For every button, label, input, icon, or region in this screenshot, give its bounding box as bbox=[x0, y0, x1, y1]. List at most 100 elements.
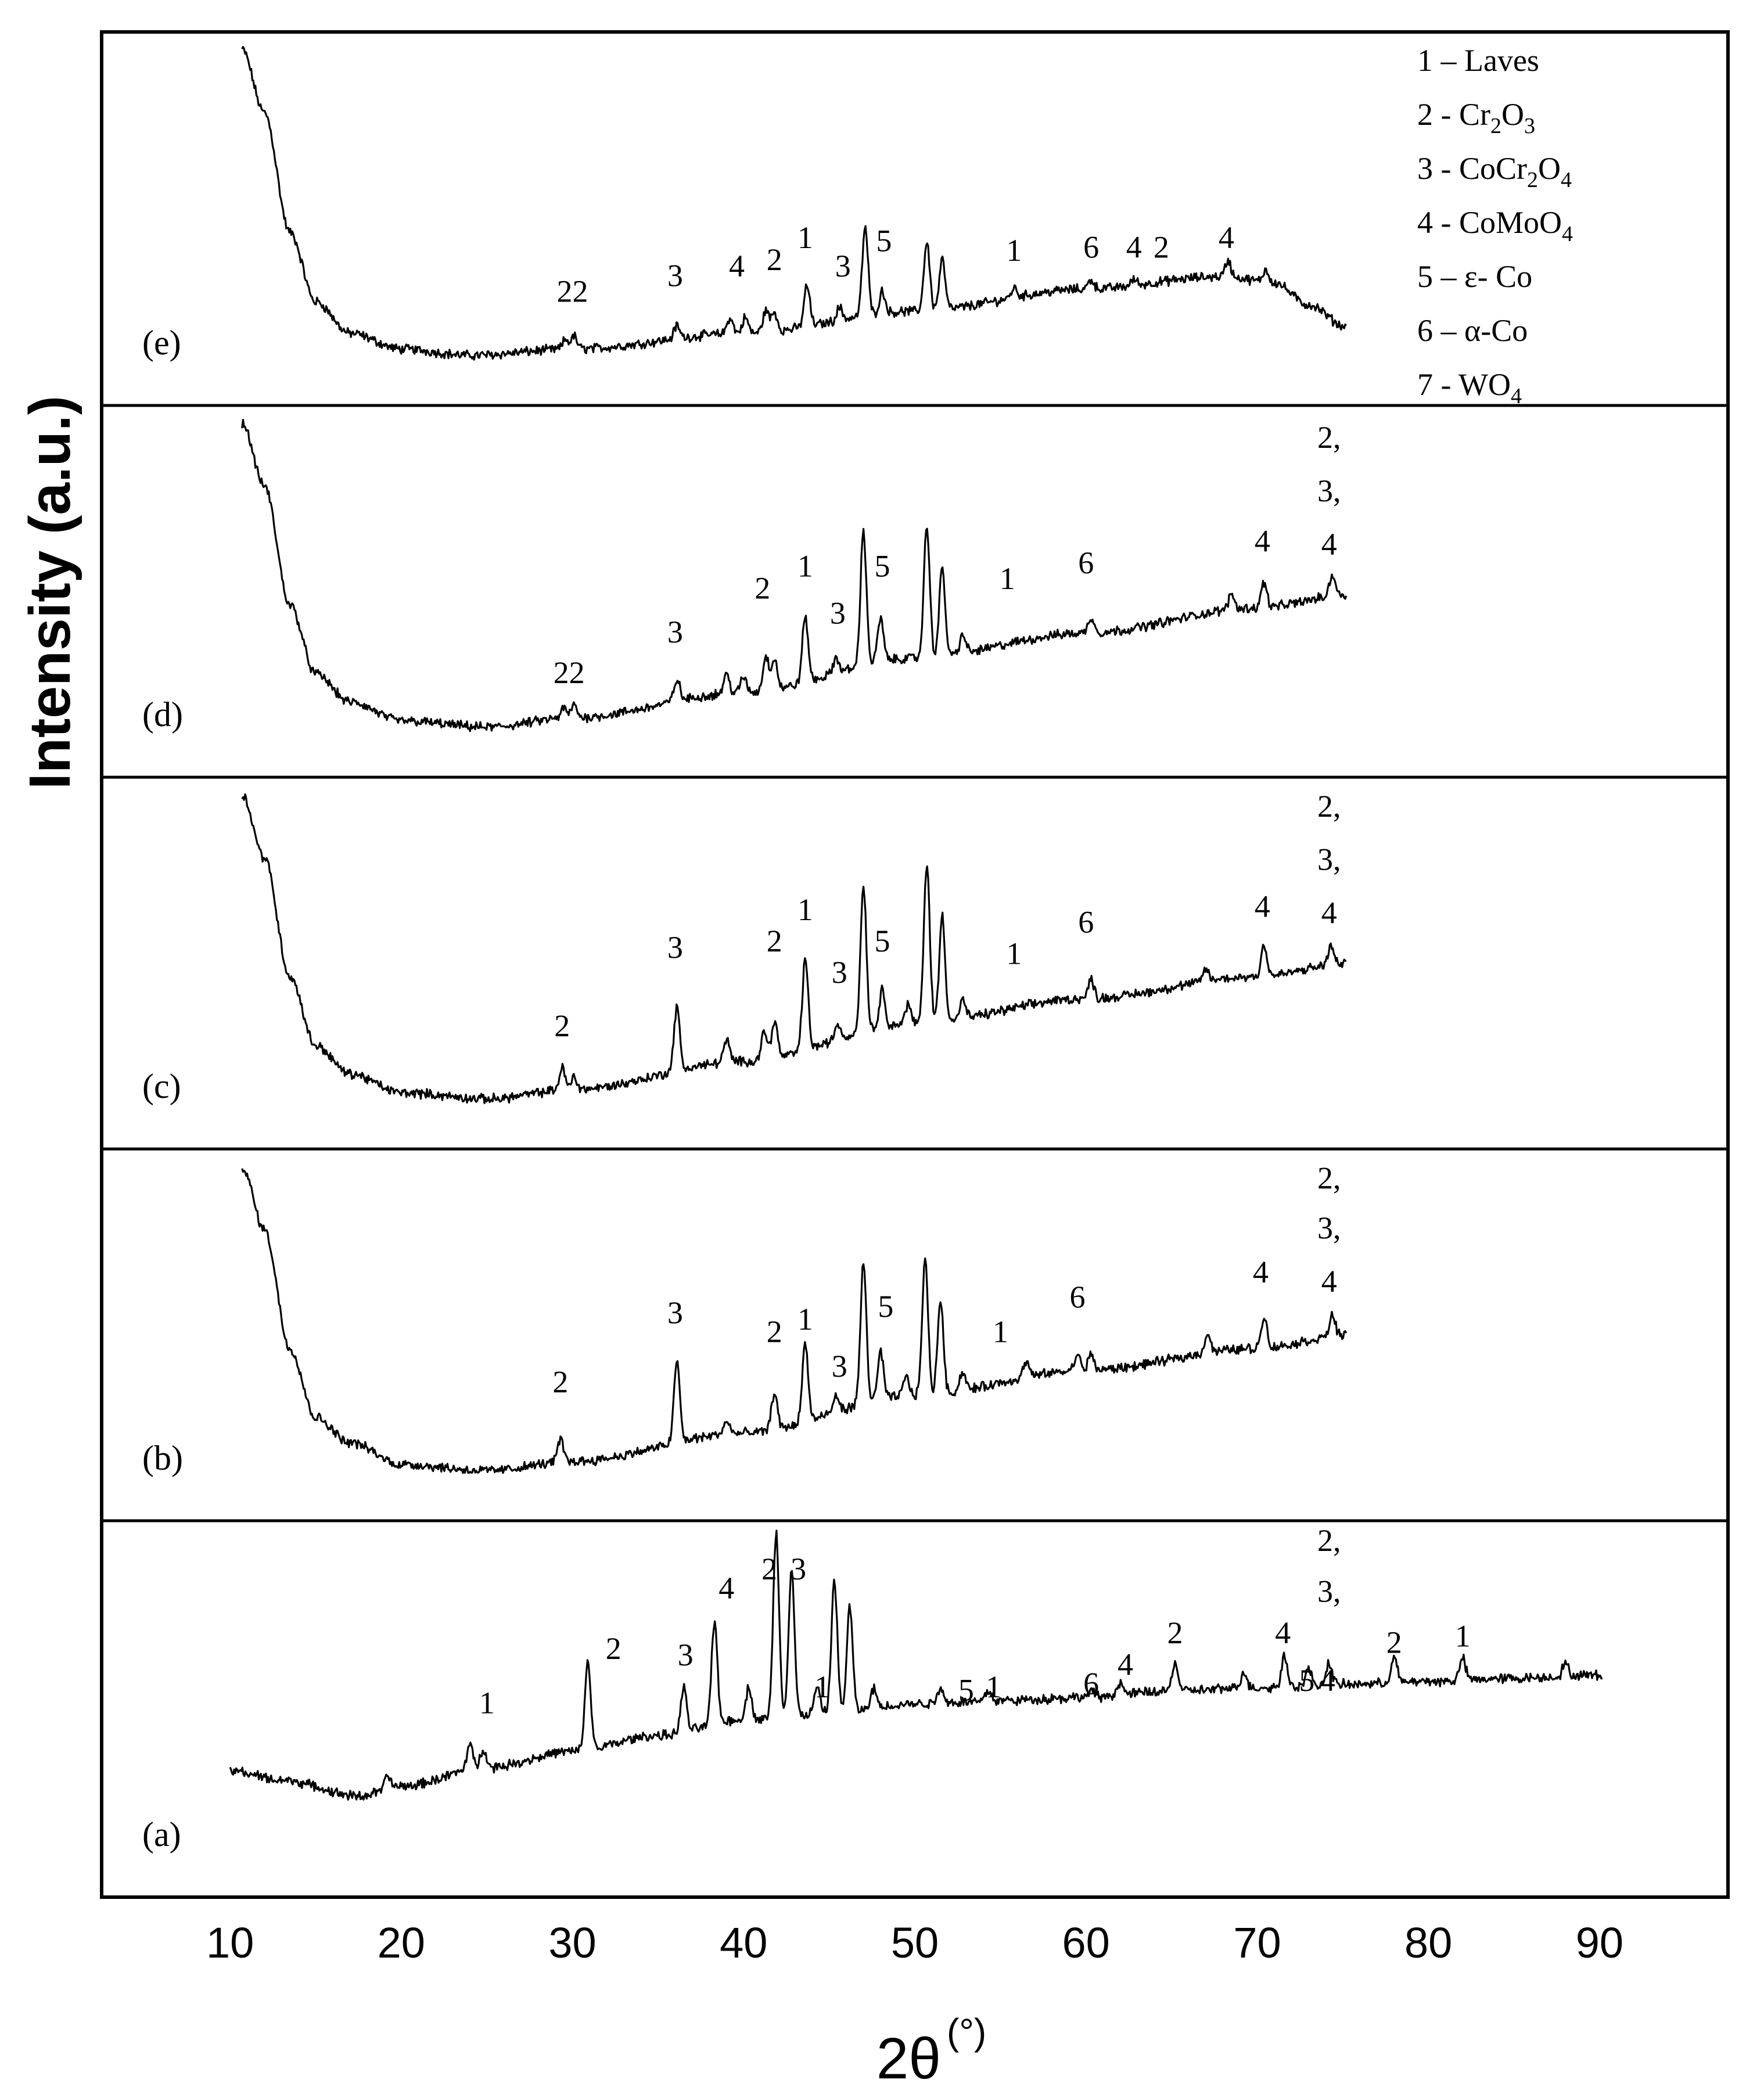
peak-label-c-7: 6 bbox=[1078, 905, 1094, 940]
peak-label-a-1: 2 bbox=[606, 1631, 621, 1666]
x-tick-label: 30 bbox=[548, 1919, 596, 1967]
legend-entry: 4 - CoMoO4 bbox=[1417, 205, 1573, 246]
legend-entry: 3 - CoCr2O4 bbox=[1417, 151, 1572, 192]
peak-label-a-7: 5 bbox=[958, 1673, 974, 1708]
plot-frame bbox=[100, 30, 1730, 1899]
panel-label-d: (d) bbox=[142, 695, 183, 734]
peak-label-e-0: 22 bbox=[557, 274, 588, 308]
peak-label-b-3: 1 bbox=[797, 1302, 813, 1337]
peak-label-d-6: 1 bbox=[1000, 561, 1015, 596]
panel-label-e: (e) bbox=[142, 324, 181, 362]
peak-label-b-10: 3, bbox=[1317, 1211, 1341, 1245]
x-tick-label: 40 bbox=[720, 1919, 767, 1967]
peak-label-e-1: 3 bbox=[667, 258, 683, 293]
peak-label-a-8: 1 bbox=[986, 1669, 1001, 1704]
peak-label-a-14: 4 bbox=[1320, 1663, 1335, 1698]
peak-label-e-10: 2 bbox=[1154, 229, 1169, 264]
peak-label-c-9: 2, bbox=[1317, 789, 1341, 824]
peak-label-a-15: 2, bbox=[1317, 1523, 1341, 1558]
peak-label-d-8: 4 bbox=[1255, 523, 1270, 558]
peak-label-a-2: 3 bbox=[678, 1637, 694, 1672]
peak-label-d-1: 3 bbox=[667, 615, 683, 649]
x-axis-title: 2θ bbox=[876, 2026, 941, 2090]
peak-label-b-11: 4 bbox=[1321, 1264, 1337, 1299]
x-tick-label: 90 bbox=[1576, 1919, 1623, 1967]
frame-layer bbox=[100, 30, 1730, 1899]
peak-label-c-8: 4 bbox=[1255, 889, 1270, 924]
xrd-trace-b bbox=[241, 1168, 1348, 1474]
peak-label-a-10: 4 bbox=[1118, 1647, 1133, 1682]
peak-label-b-7: 6 bbox=[1070, 1280, 1086, 1315]
peak-label-c-0: 2 bbox=[554, 1008, 570, 1043]
peak-label-c-6: 1 bbox=[1006, 936, 1022, 971]
legend: 1 – Laves 2 - Cr2O3 3 - CoCr2O4 4 - CoMoO4 5… bbox=[1417, 43, 1573, 408]
peak-label-b-1: 3 bbox=[667, 1295, 683, 1330]
peak-label-e-6: 5 bbox=[876, 224, 892, 258]
peak-label-c-1: 3 bbox=[667, 930, 683, 965]
x-tick-label: 60 bbox=[1062, 1919, 1110, 1967]
peak-label-c-4: 3 bbox=[832, 955, 847, 990]
peak-label-e-3: 2 bbox=[767, 242, 782, 277]
peak-label-a-3: 4 bbox=[718, 1571, 734, 1606]
xrd-trace-e bbox=[241, 46, 1347, 361]
peak-label-e-11: 4 bbox=[1219, 220, 1234, 255]
peak-label-c-11: 4 bbox=[1321, 895, 1337, 930]
panel-label-a: (a) bbox=[142, 1815, 181, 1854]
x-tick-label: 80 bbox=[1404, 1919, 1452, 1967]
panel-label-c: (c) bbox=[142, 1067, 181, 1105]
peak-label-b-9: 2, bbox=[1317, 1161, 1341, 1195]
x-tick-label: 20 bbox=[378, 1919, 425, 1967]
peak-label-a-11: 2 bbox=[1167, 1615, 1183, 1650]
peak-label-d-5: 5 bbox=[875, 549, 890, 584]
peak-label-d-11: 4 bbox=[1321, 527, 1337, 562]
legend-entry: 5 – ε- Co bbox=[1417, 259, 1532, 294]
peak-label-d-10: 3, bbox=[1317, 473, 1341, 508]
peak-label-a-6: 1 bbox=[814, 1669, 830, 1704]
peak-label-e-7: 1 bbox=[1006, 233, 1022, 268]
x-axis-unit: (°) bbox=[947, 2011, 986, 2053]
peak-label-b-8: 4 bbox=[1253, 1255, 1269, 1290]
peak-label-a-4: 2 bbox=[761, 1552, 777, 1586]
peak-label-a-0: 1 bbox=[479, 1685, 495, 1720]
xrd-trace-a bbox=[229, 1529, 1603, 1801]
y-axis-title: Intensity (a.u.) bbox=[17, 396, 82, 789]
peak-label-a-13: 5 bbox=[1299, 1663, 1314, 1698]
peak-label-e-2: 4 bbox=[729, 249, 745, 283]
peak-label-a-17: 2 bbox=[1386, 1625, 1402, 1660]
legend-entry: 1 – Laves bbox=[1417, 43, 1539, 78]
legend-entry: 2 - Cr2O3 bbox=[1417, 97, 1535, 138]
peak-label-b-5: 5 bbox=[878, 1289, 893, 1324]
peak-label-e-4: 1 bbox=[797, 220, 813, 255]
peak-label-b-2: 2 bbox=[767, 1314, 782, 1349]
xrd-trace-d bbox=[241, 419, 1348, 732]
peak-label-c-3: 1 bbox=[797, 892, 813, 927]
peak-label-a-18: 1 bbox=[1455, 1618, 1471, 1653]
peak-label-d-2: 2 bbox=[755, 570, 770, 605]
panel-label-b: (b) bbox=[142, 1439, 183, 1477]
xrd-trace-c bbox=[241, 793, 1347, 1104]
peak-label-c-2: 2 bbox=[767, 924, 782, 958]
legend-entry: 7 - WO4 bbox=[1417, 367, 1522, 408]
peak-label-c-10: 3, bbox=[1317, 842, 1341, 877]
panel-a: (a)12 342 31 5 1 642 45 42,3,2 1 bbox=[142, 1523, 1603, 1854]
peak-label-d-3: 1 bbox=[797, 549, 813, 584]
x-ticks: 10 20 30 40 50 60 70 80 90 bbox=[206, 1919, 1623, 1967]
peak-label-d-4: 3 bbox=[830, 596, 846, 631]
peak-label-e-8: 6 bbox=[1083, 229, 1099, 264]
peak-label-d-7: 6 bbox=[1078, 545, 1094, 580]
peak-label-a-9: 6 bbox=[1083, 1667, 1099, 1701]
peak-label-d-0: 22 bbox=[554, 655, 585, 690]
legend-entry: 6 – α-Co bbox=[1417, 313, 1528, 348]
peak-label-b-4: 3 bbox=[832, 1349, 847, 1384]
peak-label-c-5: 5 bbox=[875, 924, 890, 958]
peak-label-a-16: 3, bbox=[1317, 1574, 1341, 1609]
x-tick-label: 50 bbox=[891, 1919, 939, 1967]
peak-label-b-0: 2 bbox=[552, 1364, 568, 1399]
